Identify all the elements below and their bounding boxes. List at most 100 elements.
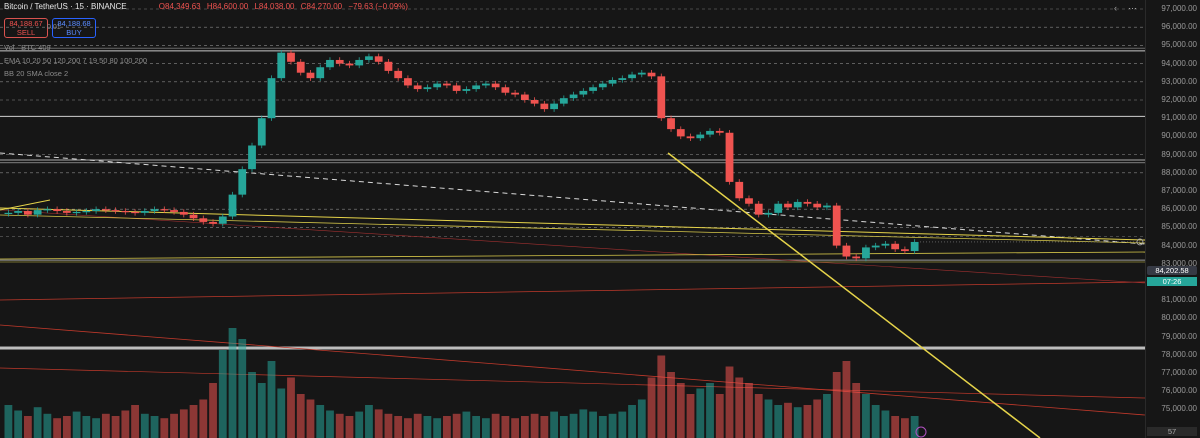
candle-body — [296, 61, 305, 73]
volume-bar — [326, 410, 334, 438]
price-tick: 95,000.00 — [1161, 40, 1197, 50]
price-tick: 93,000.00 — [1161, 76, 1197, 86]
volume-bar — [823, 394, 831, 438]
volume-bar — [384, 413, 393, 438]
candle-body — [725, 132, 734, 182]
volume-bar — [53, 418, 62, 438]
candle-body — [150, 209, 159, 212]
volume-bar — [316, 405, 325, 438]
red-trendline — [0, 367, 1145, 399]
price-tick: 88,000.00 — [1161, 167, 1197, 177]
price-axis[interactable]: 97,000.00 96,000.00 95,000.00 94,000.00 93,0… — [1145, 0, 1200, 438]
symbol-legend: Bitcoin / TetherUS · 15 · BINANCE O84,34… — [4, 2, 412, 11]
price-tick: 84,000.00 — [1161, 240, 1197, 250]
volume-bar — [4, 405, 13, 438]
volume-bar — [267, 361, 276, 438]
volume-bar — [170, 413, 178, 438]
volume-indicator-label[interactable]: Vol · BTC 409 — [4, 43, 51, 52]
volume-bar — [452, 413, 461, 438]
candle-body — [715, 130, 724, 133]
volume-bar — [715, 394, 724, 438]
yellow-trendline — [0, 251, 1145, 260]
red-trendline — [0, 209, 1145, 284]
dashed-trendline — [0, 152, 1145, 245]
buy-label: BUY — [66, 28, 82, 37]
candle-body — [384, 61, 393, 71]
volume-bar — [793, 407, 802, 438]
candle-body — [530, 100, 539, 104]
candle-body — [179, 211, 188, 215]
candle-body — [871, 245, 880, 248]
volume-bar — [598, 416, 607, 438]
candle-body — [316, 67, 325, 79]
volume-bar — [209, 383, 217, 438]
volume-bar — [23, 416, 32, 438]
candle-body — [462, 89, 471, 91]
volume-bar — [676, 383, 685, 438]
volume-bar — [277, 388, 286, 438]
ema-indicator-label[interactable]: EMA 10 20 50 120 200 7 19 50 80 100 200 — [4, 56, 148, 65]
price-tick: 91,000.00 — [1161, 113, 1197, 123]
price-tick: 80,000.00 — [1161, 313, 1197, 323]
candle-body — [520, 94, 529, 100]
volume-bar — [901, 418, 909, 438]
volume-bar — [881, 410, 890, 438]
candle-body — [862, 247, 870, 259]
candlestick-chart[interactable] — [0, 0, 1145, 438]
chevron-left-icon[interactable]: ‹ — [1114, 3, 1117, 13]
candle-body — [881, 243, 890, 246]
volume-bar — [608, 413, 617, 438]
volume-bar — [511, 418, 520, 438]
volume-bar — [355, 411, 364, 438]
volume-bar — [131, 405, 139, 438]
volume-bar — [647, 377, 656, 438]
volume-bar — [754, 394, 763, 438]
candle-body — [257, 118, 266, 146]
candle-body — [335, 59, 344, 64]
change-value: −79.63 (−0.09%) — [348, 2, 408, 11]
candle-body — [326, 59, 334, 68]
candle-body — [365, 56, 373, 60]
volume-bar — [257, 383, 266, 438]
candle-body — [248, 145, 256, 170]
yellow-trendline — [667, 152, 1041, 438]
candle-body — [14, 211, 23, 213]
yellow-trendline — [0, 214, 1145, 244]
volume-bar — [706, 383, 714, 438]
candle-body — [842, 245, 851, 257]
candle-body — [287, 52, 295, 62]
volume-bar — [404, 418, 412, 438]
volume-bar — [481, 418, 490, 438]
menu-icon[interactable]: ⋯ — [1128, 3, 1137, 13]
candle-body — [803, 201, 812, 204]
volume-bar — [72, 411, 81, 438]
price-tick: 94,000.00 — [1161, 58, 1197, 68]
candle-body — [228, 194, 237, 217]
bb-indicator-label[interactable]: BB 20 SMA close 2 — [4, 69, 69, 78]
volume-bar — [803, 405, 812, 438]
buy-button[interactable]: 84,188.68 BUY — [52, 18, 96, 38]
candle-body — [764, 212, 773, 215]
candle-body — [4, 212, 13, 215]
open-value: O84,349.63 — [158, 2, 201, 11]
candle-body — [813, 203, 822, 208]
volume-bar — [179, 409, 188, 438]
volume-bar — [871, 405, 880, 438]
candle-body — [481, 83, 490, 86]
volume-bar — [394, 416, 403, 438]
price-tick: 79,000.00 — [1161, 331, 1197, 341]
candle-body — [62, 211, 71, 213]
candle-body — [43, 209, 52, 211]
volume-bar — [433, 418, 442, 438]
candle-body — [394, 70, 403, 79]
price-tick: 78,000.00 — [1161, 349, 1197, 359]
volume-bar — [637, 399, 646, 438]
volume-bar — [540, 416, 549, 438]
volume-bar — [472, 416, 481, 438]
price-tick: 85,000.00 — [1161, 222, 1197, 232]
volume-bar — [121, 410, 130, 438]
candle-body — [598, 83, 607, 88]
candle-body — [404, 78, 412, 86]
sell-button[interactable]: 84,188.67 SELL — [4, 18, 48, 38]
price-tick: 86,000.00 — [1161, 204, 1197, 214]
